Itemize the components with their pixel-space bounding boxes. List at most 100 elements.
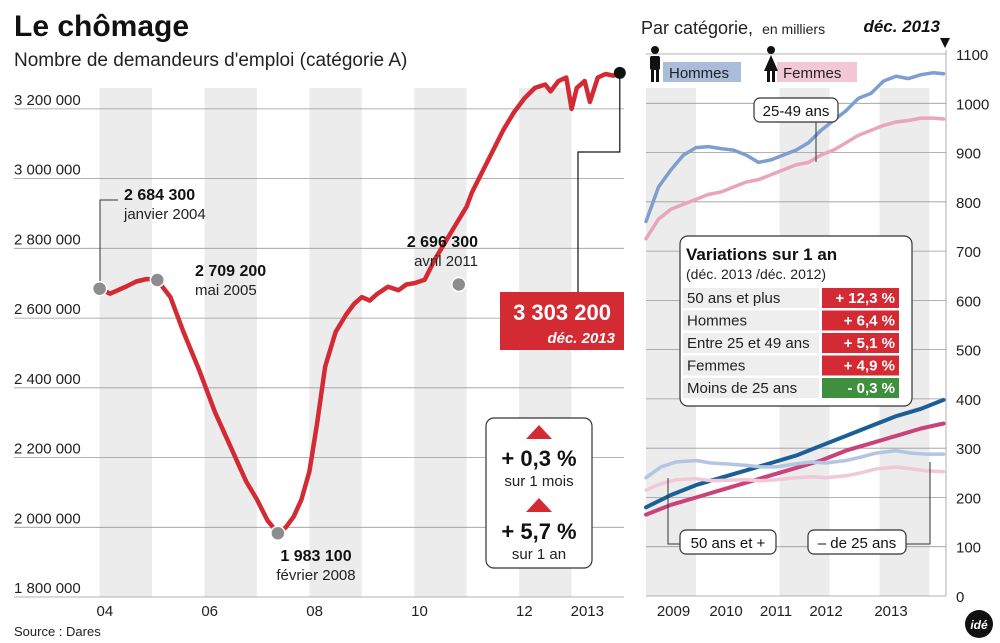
variations-box: Variations sur 1 an (déc. 2013 /déc. 201… [679, 235, 913, 407]
legend-femmes-label: Femmes [783, 65, 841, 82]
y-tick-label: 200 [956, 491, 981, 508]
y-tick-label: 100 [956, 540, 981, 557]
year-stripe [309, 88, 362, 597]
series-line [644, 397, 946, 510]
highlight-box [500, 292, 624, 350]
latest-point-marker [613, 66, 626, 79]
variation-value-bg [822, 378, 899, 398]
year-stripe [204, 88, 257, 597]
variation-value-bg [822, 333, 899, 353]
right-title-unit: en milliers [762, 21, 825, 37]
y-tick-label: 700 [956, 244, 981, 261]
change-year-label: sur 1 an [512, 546, 566, 563]
group-label-50-leader [667, 478, 680, 545]
group-label-2549-box [753, 97, 839, 123]
variations-title: Variations sur 1 an [686, 245, 837, 264]
right-series-lines [644, 70, 946, 517]
chart-subtitle: Nombre de demandeurs d'emploi (catégorie… [14, 50, 407, 71]
change-month-value: + 0,3 % [501, 446, 576, 471]
group-label-50: 50 ans et + [667, 478, 777, 555]
series-line [644, 70, 946, 224]
y-tick-label: 1100 [956, 47, 988, 64]
y-tick-label: 900 [956, 146, 981, 163]
change-year-value: + 5,7 % [501, 519, 576, 544]
variation-value: + 5,1 % [844, 335, 895, 352]
variation-label: 50 ans et plus [687, 290, 780, 307]
variation-value: + 6,4 % [844, 313, 895, 330]
x-tick-label: 2010 [709, 603, 742, 620]
variation-label-bg [683, 378, 819, 398]
group-label-u25-text: – de 25 ans [818, 535, 896, 552]
gridlines-left [14, 108, 624, 598]
x-tick-label: 2011 [760, 603, 792, 620]
annotation-value: 2 709 200 [195, 263, 266, 280]
right-title: Par catégorie, en milliers [641, 18, 825, 38]
publisher-logo-text: idé [970, 618, 988, 632]
highlight-label: déc. 2013 [547, 330, 615, 347]
x-tick-label: 06 [201, 603, 218, 620]
group-label-2549-text: 25-49 ans [763, 103, 830, 120]
variation-value-bg [822, 288, 899, 308]
annotation-label: février 2008 [276, 567, 355, 584]
variation-label: Hommes [687, 313, 747, 330]
annotation-label: janvier 2004 [123, 206, 206, 223]
highlight-value: 3 303 200 [513, 300, 611, 325]
group-label-u25-leader [906, 462, 931, 545]
change-box: + 0,3 % sur 1 mois + 5,7 % sur 1 an [485, 417, 593, 569]
x-tick-label: 2013 [571, 603, 604, 620]
group-label-u25: – de 25 ans [807, 462, 931, 555]
change-box-frame [485, 417, 593, 569]
group-label-u25-box [807, 529, 907, 555]
y-tick-label: 1000 [956, 96, 989, 113]
y-tick-label: 2 400 000 [14, 371, 81, 388]
y-tick-label: 800 [956, 195, 981, 212]
x-tick-label: 12 [516, 603, 533, 620]
highlight-leader-path [577, 72, 621, 292]
up-arrow-icon [526, 498, 552, 512]
y-tick-label: 1 800 000 [14, 580, 81, 597]
group-label-50-box [679, 529, 777, 555]
variation-value: - 0,3 % [847, 380, 895, 397]
series-line-total [97, 70, 623, 536]
annotation-label: mai 2005 [195, 282, 257, 299]
annotation-marker [91, 280, 108, 297]
variation-value: + 12,3 % [835, 290, 895, 307]
y-tick-label: 2 000 000 [14, 510, 81, 527]
y-tick-label: 3 000 000 [14, 162, 81, 179]
variation-value-bg [822, 355, 899, 376]
year-stripe [414, 88, 467, 597]
y-tick-label: 2 800 000 [14, 231, 81, 248]
annotation-leader [99, 199, 118, 287]
y-tick-label: 2 600 000 [14, 301, 81, 318]
series-line [644, 116, 946, 241]
annotation-label: avril 2011 [414, 253, 478, 270]
man-icon [650, 46, 660, 82]
group-label-2549: 25-49 ans [753, 97, 839, 162]
series-line [644, 448, 946, 480]
source-note: Source : Dares [14, 624, 101, 639]
variations-rows: 50 ans et plus + 12,3 % Hommes + 6,4 % Entre… [683, 288, 899, 398]
y-tick-label: 2 200 000 [14, 441, 81, 458]
variation-label-bg [683, 355, 819, 376]
x-tick-label: 10 [411, 603, 428, 620]
annotation-value: 2 696 300 [407, 234, 478, 251]
legend: Hommes Femmes [650, 46, 857, 82]
variation-label-bg [683, 288, 819, 308]
x-ticks-left: 04 06 08 10 12 2013 [97, 603, 604, 620]
y-tick-label: 600 [956, 293, 981, 310]
right-title-main: Par catégorie, [641, 18, 753, 38]
right-date-label: déc. 2013 [863, 17, 940, 36]
date-marker-icon [940, 38, 950, 48]
legend-femmes-bg [777, 62, 857, 82]
series-line [644, 421, 946, 517]
legend-hommes-bg [663, 62, 741, 82]
series-line [644, 465, 946, 492]
y-tick-label: 500 [956, 343, 981, 360]
x-tick-label: 2012 [809, 603, 842, 620]
variation-label-bg [683, 333, 819, 353]
right-panel-header: Par catégorie, en milliers déc. 2013 [641, 17, 950, 48]
x-tick-label: 2009 [657, 603, 690, 620]
up-arrow-icon [526, 425, 552, 439]
